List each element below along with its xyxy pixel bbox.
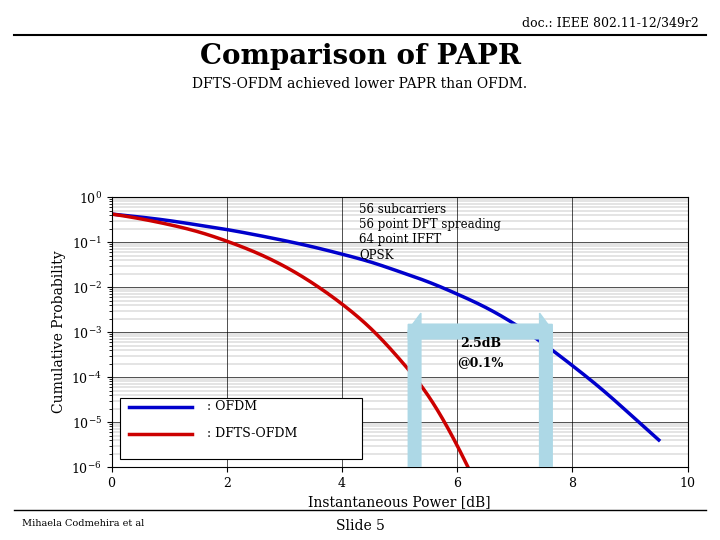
Text: : OFDM: : OFDM [207,400,257,413]
Text: : DFTS-OFDM: : DFTS-OFDM [207,427,297,440]
FancyArrow shape [408,313,552,540]
Text: doc.: IEEE 802.11-12/349r2: doc.: IEEE 802.11-12/349r2 [522,17,698,30]
X-axis label: Instantaneous Power [dB]: Instantaneous Power [dB] [308,495,491,509]
FancyArrow shape [408,313,552,540]
Text: Comparison of PAPR: Comparison of PAPR [199,43,521,70]
Text: 2.5dB: 2.5dB [459,337,501,350]
Text: 56 subcarriers
56 point DFT spreading
64 point IFFT
QPSK: 56 subcarriers 56 point DFT spreading 64… [359,202,501,261]
Bar [120,399,362,459]
Text: DFTS-OFDM achieved lower PAPR than OFDM.: DFTS-OFDM achieved lower PAPR than OFDM. [192,77,528,91]
Y-axis label: Cumulative Probability: Cumulative Probability [52,251,66,414]
Text: Slide 5: Slide 5 [336,519,384,534]
Text: @0.1%: @0.1% [457,356,503,369]
Text: Mihaela Codmehira et al: Mihaela Codmehira et al [22,519,144,529]
